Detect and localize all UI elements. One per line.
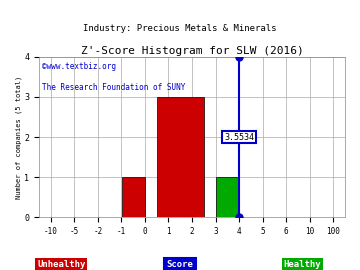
Title: Z'-Score Histogram for SLW (2016): Z'-Score Histogram for SLW (2016) (81, 46, 303, 56)
Text: Industry: Precious Metals & Minerals: Industry: Precious Metals & Minerals (83, 24, 277, 33)
Bar (122, 177, 145, 217)
Text: ©www.textbiz.org: ©www.textbiz.org (42, 62, 116, 71)
Bar (157, 97, 203, 217)
Text: Unhealthy: Unhealthy (37, 260, 85, 269)
Text: 3.5534: 3.5534 (224, 133, 254, 141)
Text: Healthy: Healthy (284, 260, 321, 269)
Text: The Research Foundation of SUNY: The Research Foundation of SUNY (42, 83, 185, 92)
Bar (216, 177, 239, 217)
Text: Score: Score (167, 260, 193, 269)
Y-axis label: Number of companies (5 total): Number of companies (5 total) (15, 76, 22, 199)
